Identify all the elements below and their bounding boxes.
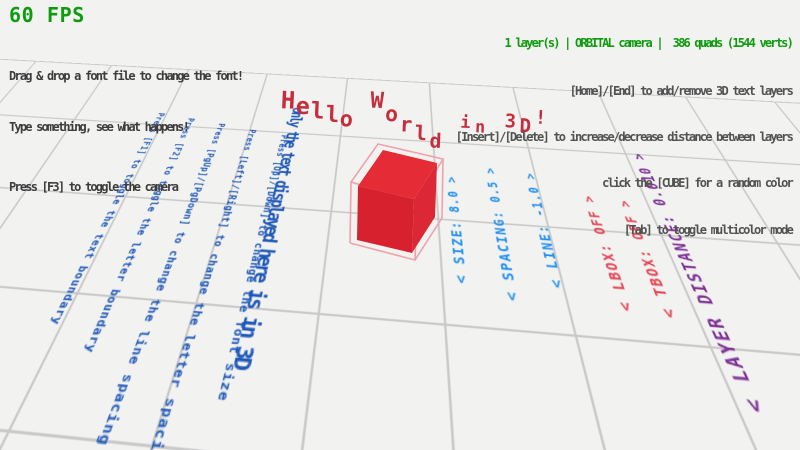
title-letter: r <box>399 112 414 137</box>
hint-layer-distance: [Insert]/[Delete] to increase/decrease d… <box>455 130 794 145</box>
hud-instructions-right: 1 layer(s) | ORBITAL camera | 386 quads … <box>455 5 794 269</box>
title-letter: l <box>324 101 340 128</box>
status-bar: 1 layer(s) | ORBITAL camera | 386 quads … <box>504 35 793 50</box>
hint-toggle-camera: Press [F3] to toggle the camera <box>9 180 179 194</box>
hint-add-remove-layers: [Home]/[End] to add/remove 3D text layer… <box>569 84 794 99</box>
cube-wire-left-edge <box>349 181 352 244</box>
title-letter: H <box>280 86 297 115</box>
title-letter: e <box>295 92 311 121</box>
title-letter: W <box>370 87 386 114</box>
title-letter <box>355 97 369 119</box>
cube-top-face <box>358 150 437 199</box>
cube-wire-bottom <box>349 217 443 261</box>
title-letter: o <box>384 101 399 127</box>
hud-instructions-left: Drag & drop a font file to change the fo… <box>9 34 244 230</box>
hint-drag-drop-font: Drag & drop a font file to change the fo… <box>9 69 244 83</box>
hint-type-something: Type something, see what happens! <box>9 120 190 134</box>
title-letter: d <box>428 129 442 153</box>
hint-multicolor-mode: [Tab] to toggle multicolor mode <box>623 222 794 237</box>
cube-left-face <box>357 186 414 253</box>
cube-wire-right-edge <box>441 158 444 219</box>
fps-counter: 60 FPS <box>9 3 85 27</box>
title-letter: l <box>413 121 428 146</box>
title-letter: l <box>309 97 326 125</box>
cube-right-face <box>412 163 437 253</box>
cube-solid[interactable] <box>357 150 437 253</box>
title-letter: o <box>339 106 355 133</box>
hint-cube-random-color: click the [CUBE] for a random color <box>602 176 794 191</box>
